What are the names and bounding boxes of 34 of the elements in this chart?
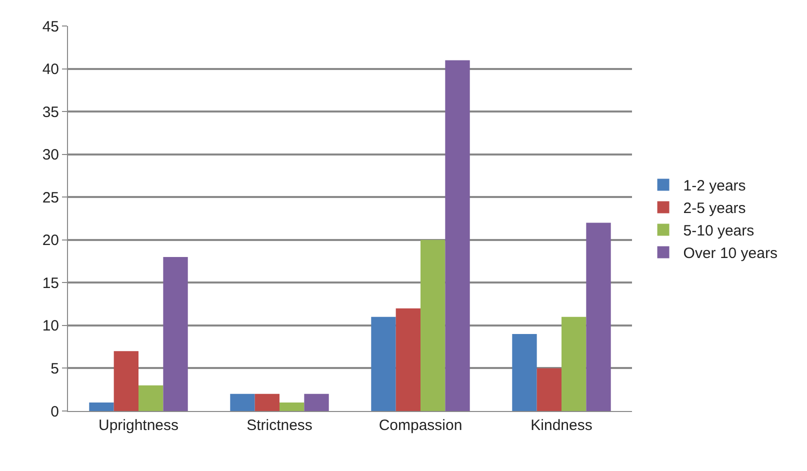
bar xyxy=(371,316,396,411)
bar xyxy=(512,334,537,411)
legend-label: 2-5 years xyxy=(683,200,746,218)
bar xyxy=(396,308,420,411)
x-tick-label: Compassion xyxy=(378,417,462,434)
x-tick-label: Strictness xyxy=(246,417,312,434)
x-tick-label: Kindness xyxy=(530,417,592,434)
legend-label: 5-10 years xyxy=(683,222,754,240)
bar xyxy=(304,394,329,411)
y-tick-label: 15 xyxy=(42,274,59,292)
bar xyxy=(163,257,188,411)
bar xyxy=(420,240,446,411)
legend-label: Over 10 years xyxy=(683,245,778,262)
legend-label: 1-2 years xyxy=(683,178,746,195)
x-tick-label: Uprightness xyxy=(98,417,179,434)
bar xyxy=(114,351,138,411)
y-tick-label: 30 xyxy=(42,146,59,164)
bar xyxy=(280,402,304,411)
y-tick-label: 35 xyxy=(42,104,59,121)
bar xyxy=(445,60,470,411)
y-tick-label: 45 xyxy=(42,18,59,36)
y-tick-label: 20 xyxy=(42,232,59,250)
y-tick-label: 25 xyxy=(42,189,59,206)
y-tick-label: 10 xyxy=(42,318,59,335)
bar xyxy=(586,222,611,411)
bar xyxy=(536,368,562,411)
bar xyxy=(89,402,114,411)
y-tick-label: 40 xyxy=(42,61,59,78)
bar xyxy=(254,394,280,411)
bar xyxy=(138,385,164,411)
y-tick-label: 0 xyxy=(50,403,59,420)
bar xyxy=(230,394,255,411)
bar xyxy=(562,316,586,411)
y-tick-label: 5 xyxy=(50,360,59,378)
